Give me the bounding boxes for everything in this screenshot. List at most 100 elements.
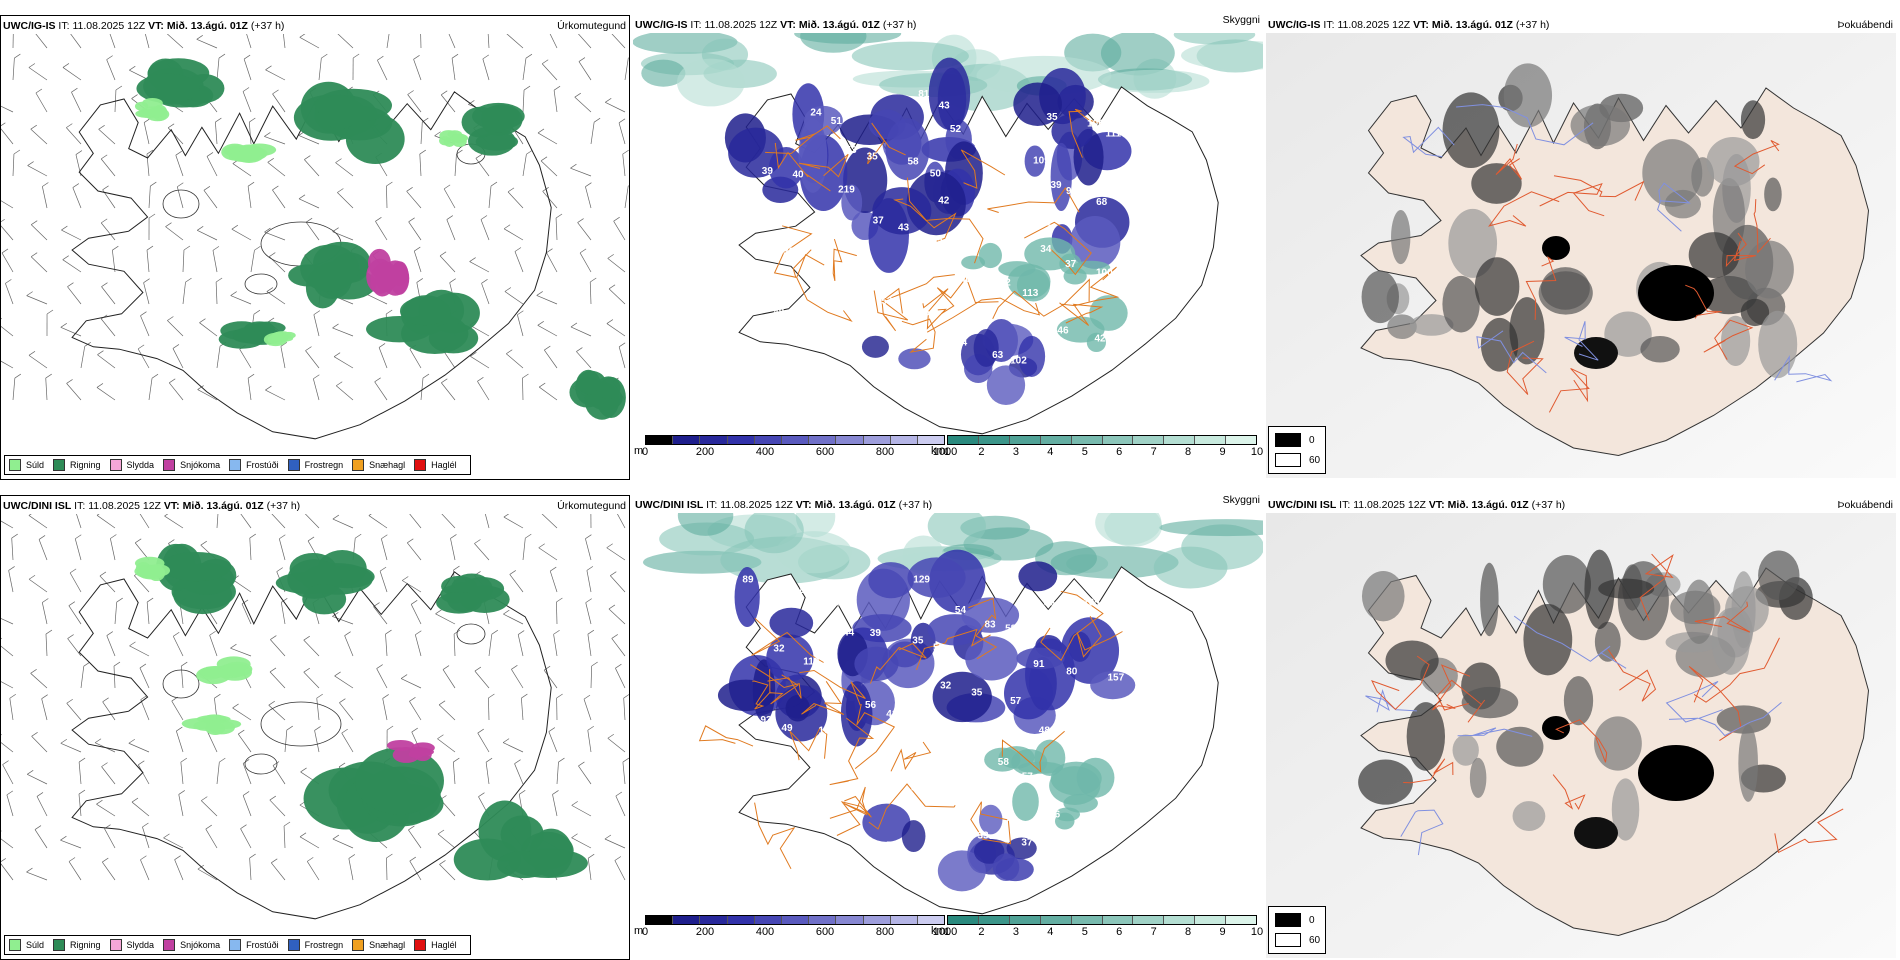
wind-barb xyxy=(13,150,20,176)
wind-barb xyxy=(138,761,149,784)
wind-barb xyxy=(244,34,251,48)
precip-area xyxy=(366,249,409,297)
wind-barb xyxy=(556,598,562,624)
wind-barb xyxy=(333,228,353,240)
wind-barb xyxy=(101,155,115,176)
visibility-value-label: 58 xyxy=(911,783,923,794)
visibility-value-label: 44 xyxy=(843,627,855,638)
visibility-value-label: 105 xyxy=(913,308,930,319)
wind-barb xyxy=(523,534,531,560)
wind-barb xyxy=(515,760,523,784)
wind-barb xyxy=(231,292,251,304)
wind-barb xyxy=(101,219,115,240)
wind-barb xyxy=(319,54,327,80)
visibility-value-label: 52 xyxy=(950,124,962,135)
wind-barb xyxy=(314,311,320,336)
wind-barb xyxy=(73,184,81,208)
wind-barb xyxy=(476,154,489,176)
colorbar-step xyxy=(836,436,863,444)
visibility-map: 8944324847475491937056383256393633393535… xyxy=(633,513,1263,928)
fog-core xyxy=(1638,265,1714,321)
legend-item: Haglél xyxy=(414,459,457,471)
wind-barb xyxy=(523,150,532,176)
panel-title: UWC/DINI ISL IT: 11.08.2025 12Z VT: Mið.… xyxy=(3,500,300,512)
visibility-value-label: 42 xyxy=(1095,334,1107,345)
wind-barb xyxy=(217,54,225,80)
wind-barb xyxy=(176,151,183,176)
wind-barb xyxy=(619,343,625,368)
model-name: UWC/DINI ISL xyxy=(1268,499,1336,511)
colorbar-step xyxy=(728,916,755,924)
colorbar-tick: 3 xyxy=(1013,446,1019,458)
legend-swatch xyxy=(414,459,426,471)
legend-swatch xyxy=(352,939,364,951)
glacier-outline xyxy=(457,624,485,644)
wind-barb xyxy=(489,630,498,656)
precip-area xyxy=(288,242,376,309)
lead-time: (+37 h) xyxy=(1516,19,1550,31)
wind-barb xyxy=(549,728,557,752)
wind-barb xyxy=(300,34,319,48)
wind-barb xyxy=(79,758,85,784)
wind-barb xyxy=(175,856,183,880)
wind-barb xyxy=(74,514,81,528)
legend-item: Snæhagl xyxy=(352,939,405,951)
visibility-value-label: 84 xyxy=(1123,340,1135,351)
wind-barb xyxy=(538,129,557,144)
visibility-value-label: 56 xyxy=(746,94,758,105)
visibility-value-label: 41 xyxy=(886,709,898,720)
visibility-value-label: 53 xyxy=(845,145,857,156)
wind-barb xyxy=(489,182,497,208)
wind-barb xyxy=(616,792,625,816)
wind-barb xyxy=(33,34,47,48)
wind-barb xyxy=(386,630,392,656)
wind-barb xyxy=(270,668,285,688)
wind-barb xyxy=(97,383,115,400)
visibility-value-label: 40 xyxy=(767,98,779,109)
wind-barb xyxy=(29,575,47,592)
wind-barb xyxy=(172,697,183,720)
legend-label: Súld xyxy=(26,940,44,950)
wind-barb xyxy=(173,344,183,368)
wind-barb xyxy=(107,56,115,80)
wind-barb xyxy=(505,287,523,304)
panel-variable: Þokuábendi xyxy=(1838,499,1893,511)
precip-area xyxy=(221,144,276,163)
visibility-panel-igis: UWC/IG-IS IT: 11.08.2025 12Z VT: Mið. 13… xyxy=(633,15,1263,480)
wind-barb xyxy=(541,514,557,528)
wind-barb xyxy=(129,642,149,656)
fog-legend-row: 60 xyxy=(1275,933,1320,947)
wind-barb xyxy=(176,727,183,752)
visibility-value-label: 51 xyxy=(831,116,843,127)
wind-barb xyxy=(515,248,523,272)
wind-barb xyxy=(591,514,597,528)
wind-barb xyxy=(115,598,123,624)
wind-barb xyxy=(537,291,557,304)
wind-barb xyxy=(377,56,387,80)
wind-barb xyxy=(486,758,492,784)
visibility-panel-dini: UWC/DINI ISL IT: 11.08.2025 12Z VT: Mið.… xyxy=(633,495,1263,960)
wind-barb xyxy=(623,758,629,784)
wind-barb xyxy=(108,34,115,48)
colorbar-step xyxy=(918,916,944,924)
legend-item: Frostúði xyxy=(229,939,279,951)
visibility-value-label: 35 xyxy=(971,687,983,698)
precip-area xyxy=(276,550,375,614)
wind-barb xyxy=(198,386,217,400)
wind-barb xyxy=(336,159,353,176)
wind-barb xyxy=(587,566,593,592)
legend-label: Snæhagl xyxy=(369,460,405,470)
colorbar-tick: 5 xyxy=(1082,446,1088,458)
wind-barb xyxy=(333,515,353,528)
visibility-value-label: 48 xyxy=(773,308,785,319)
colorbar-step xyxy=(1226,436,1256,444)
legend-label: Snjókoma xyxy=(180,460,220,470)
wind-barb xyxy=(101,315,115,336)
colorbar-tick: 3 xyxy=(1013,926,1019,938)
visibility-value-label: 59 xyxy=(749,301,761,312)
colorbar-tick: 2 xyxy=(978,926,984,938)
precip-area xyxy=(304,747,444,842)
visibility-value-label: 47 xyxy=(855,837,867,848)
wind-barb xyxy=(81,342,91,368)
